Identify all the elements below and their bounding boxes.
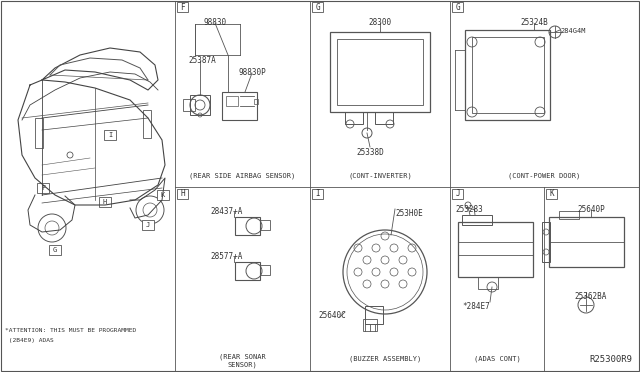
Text: 28300: 28300 (369, 18, 392, 27)
Text: (REAR SIDE AIRBAG SENSOR): (REAR SIDE AIRBAG SENSOR) (189, 173, 295, 179)
Bar (99, 197, 111, 207)
Text: H: H (103, 199, 107, 205)
Bar (375, 112, 393, 124)
Text: J: J (146, 222, 150, 228)
Text: 98830P: 98830P (238, 68, 266, 77)
Bar (183, 99, 195, 111)
Bar (37, 183, 49, 193)
Bar (452, 2, 463, 12)
Bar (235, 217, 260, 235)
Text: (BUZZER ASSEMBLY): (BUZZER ASSEMBLY) (349, 356, 421, 362)
Text: I: I (315, 189, 320, 199)
Text: 284G4M: 284G4M (560, 28, 586, 34)
Text: 253283: 253283 (455, 205, 483, 214)
Bar (177, 189, 188, 199)
Bar (549, 217, 624, 267)
Bar (462, 215, 492, 225)
Text: R25300R9: R25300R9 (589, 355, 632, 364)
Text: 25640C: 25640C (318, 311, 346, 320)
Text: 28577+A: 28577+A (210, 252, 243, 261)
Text: *284E7: *284E7 (462, 302, 490, 311)
Text: K: K (161, 192, 165, 198)
Text: 25640P: 25640P (577, 205, 605, 214)
Bar (49, 245, 61, 255)
Text: 98830: 98830 (204, 18, 227, 27)
Bar (143, 110, 151, 138)
Text: G: G (455, 3, 460, 12)
Bar (345, 112, 363, 124)
Text: (CONT-POWER DOOR): (CONT-POWER DOOR) (508, 173, 580, 179)
Bar (363, 319, 377, 331)
Bar (226, 96, 238, 106)
Text: 253H0E: 253H0E (395, 209, 423, 218)
Text: 25387A: 25387A (188, 56, 216, 65)
Text: I: I (108, 132, 112, 138)
Bar (254, 99, 258, 104)
Bar (35, 118, 43, 148)
Text: H: H (180, 189, 185, 199)
Bar (235, 262, 260, 280)
Text: 25362BA: 25362BA (575, 292, 607, 301)
Text: SENSOR): SENSOR) (227, 362, 257, 369)
Text: F: F (41, 185, 45, 191)
Bar (472, 37, 544, 113)
Bar (330, 32, 430, 112)
Bar (559, 211, 579, 219)
Bar (365, 306, 383, 324)
Bar (104, 130, 116, 140)
Text: 25324B: 25324B (520, 18, 548, 27)
Bar (260, 220, 270, 230)
Text: *ATTENTION: THIS MUST BE PROGRAMMED: *ATTENTION: THIS MUST BE PROGRAMMED (5, 328, 136, 333)
Bar (190, 95, 210, 115)
Text: (ADAS CONT): (ADAS CONT) (474, 356, 520, 362)
Text: 25338D: 25338D (356, 148, 384, 157)
Bar (312, 2, 323, 12)
Text: 28437+A: 28437+A (210, 207, 243, 216)
Text: (2B4E9) ADAS: (2B4E9) ADAS (5, 338, 54, 343)
Bar (478, 277, 498, 289)
Bar (177, 2, 188, 12)
Text: G: G (315, 3, 320, 12)
Bar (337, 39, 423, 105)
Text: (REAR SONAR: (REAR SONAR (219, 354, 266, 360)
Text: F: F (180, 3, 185, 12)
Bar (465, 30, 550, 120)
Bar (458, 222, 533, 277)
Bar (142, 220, 154, 230)
Text: J: J (455, 189, 460, 199)
Bar (222, 92, 257, 120)
Bar (546, 189, 557, 199)
Bar (542, 222, 550, 262)
Bar (260, 265, 270, 275)
Text: K: K (549, 189, 554, 199)
Bar (157, 190, 169, 200)
Text: G: G (53, 247, 57, 253)
Bar (312, 189, 323, 199)
Text: (CONT-INVERTER): (CONT-INVERTER) (348, 173, 412, 179)
Bar (452, 189, 463, 199)
